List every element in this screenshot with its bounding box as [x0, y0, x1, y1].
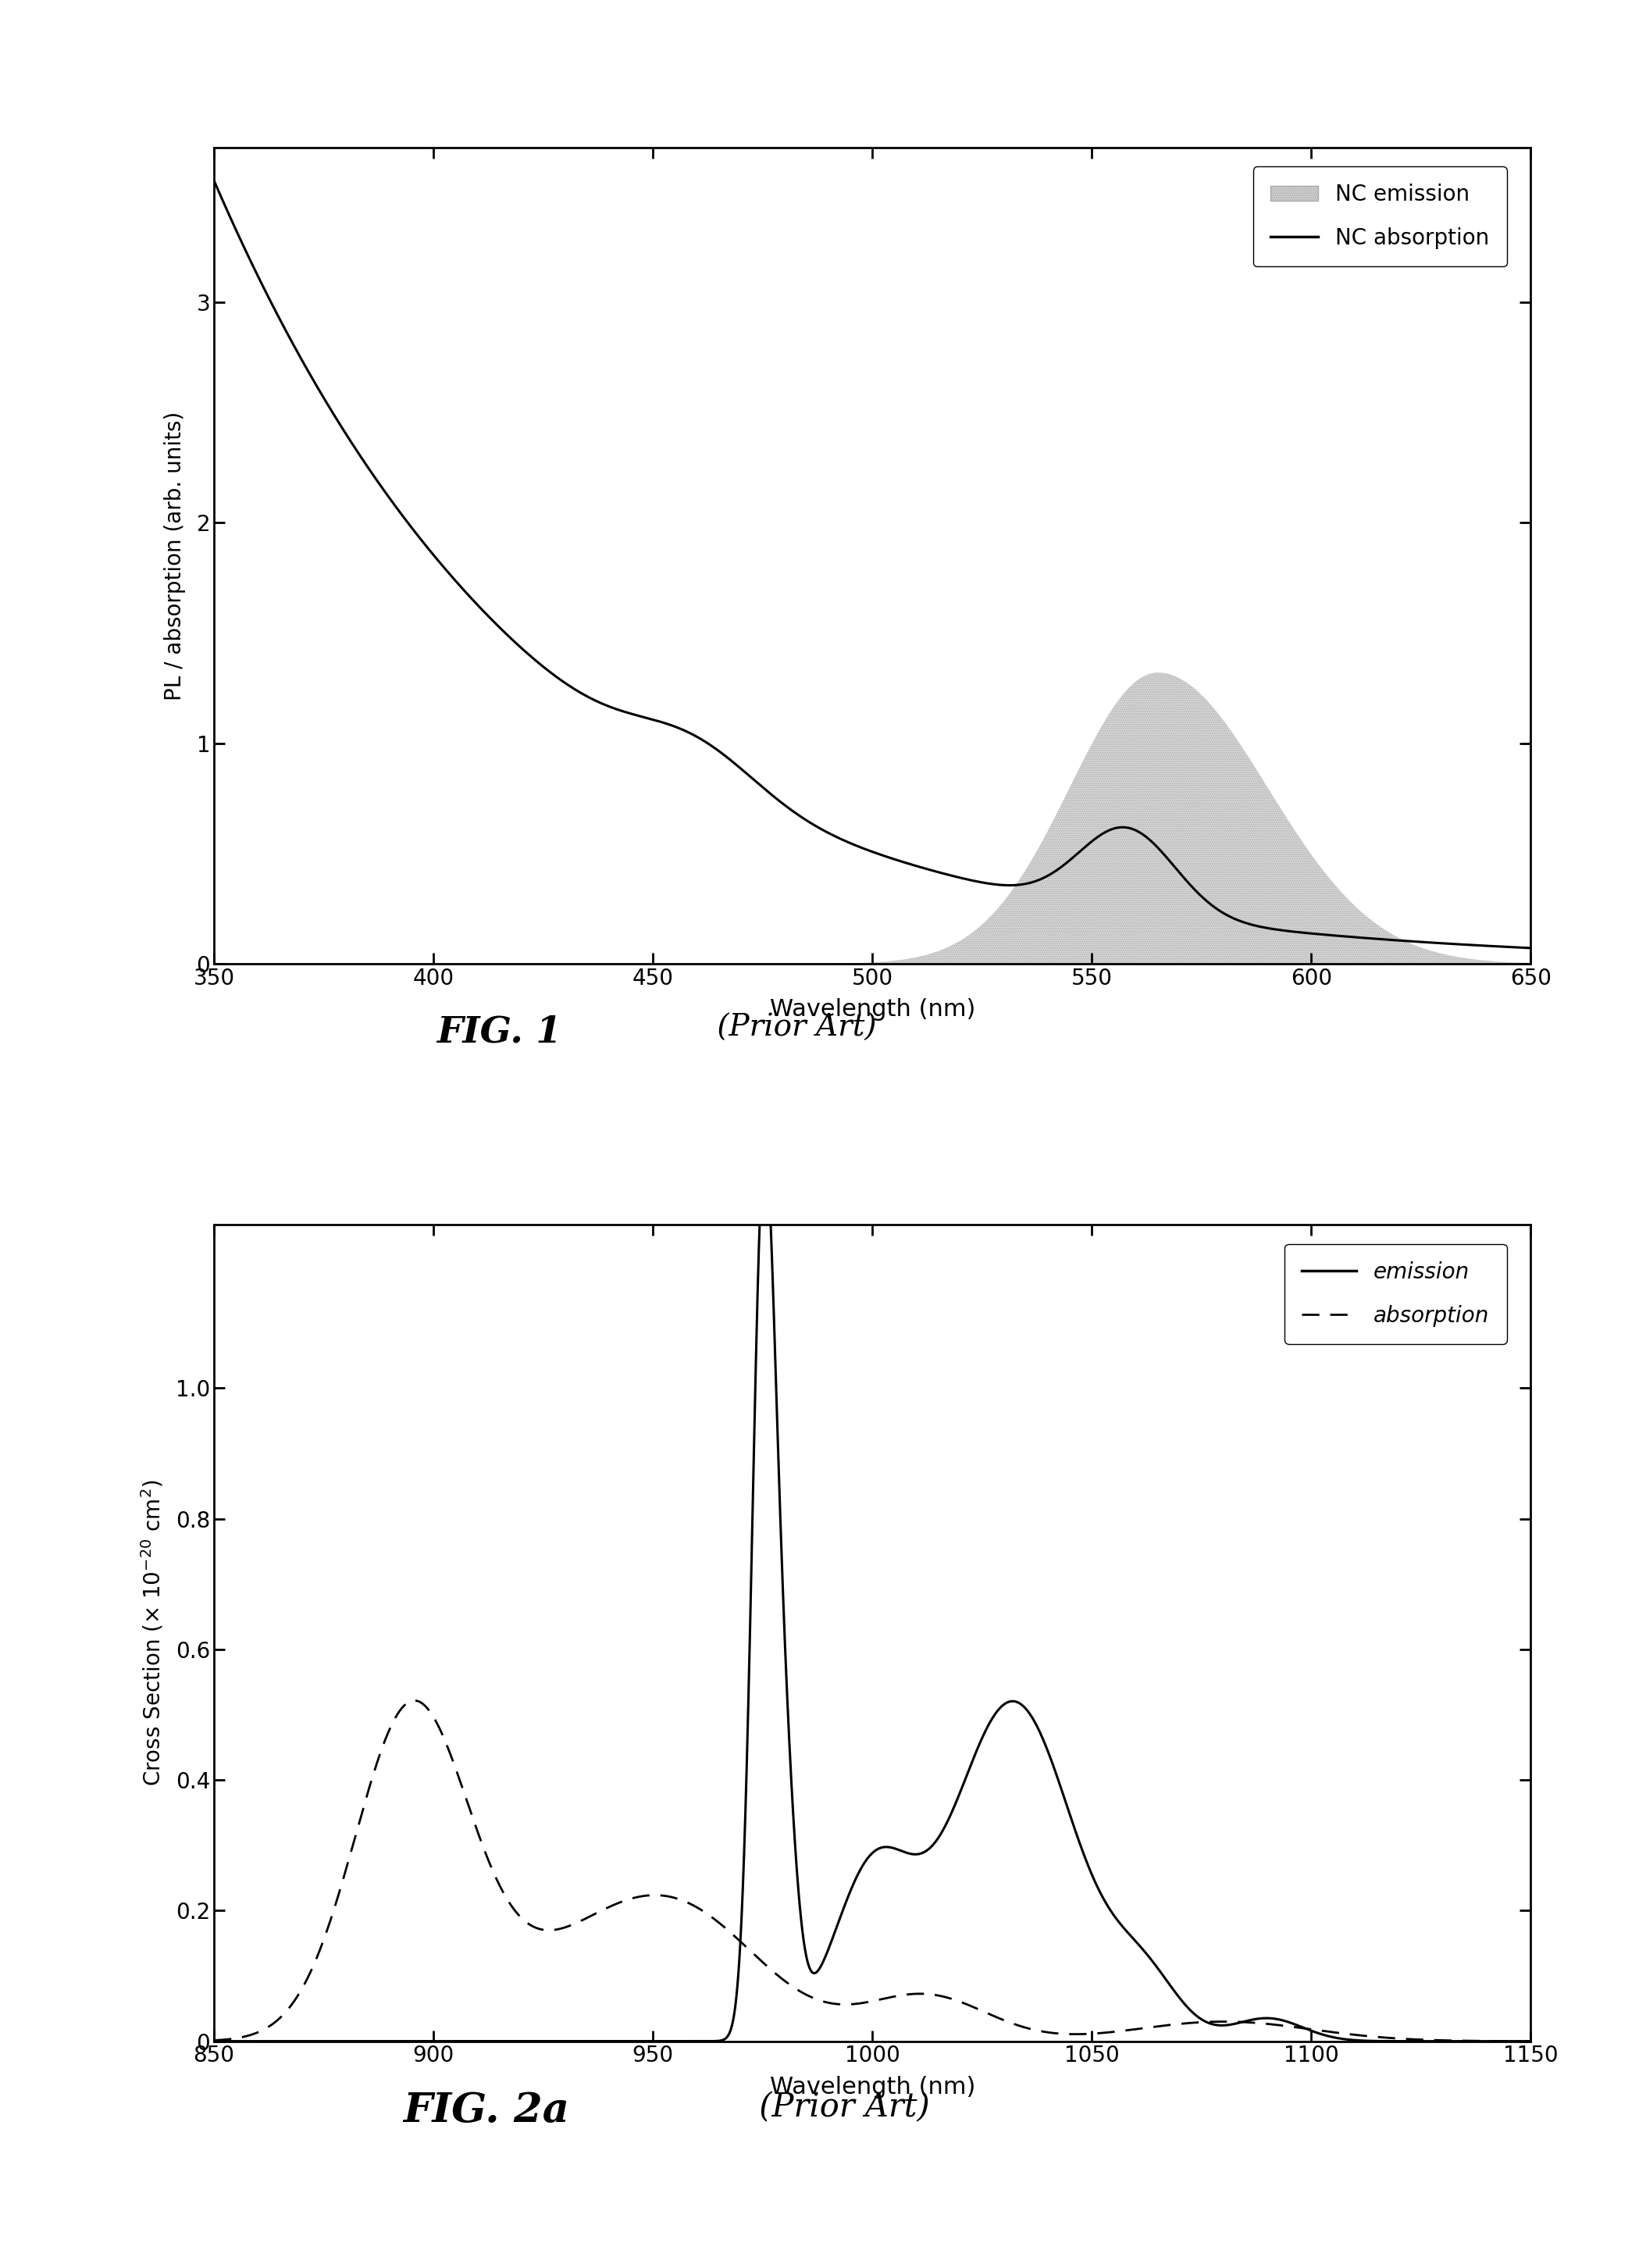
Legend: emission, absorption: emission, absorption	[1284, 1243, 1506, 1345]
Text: FIG. 2a: FIG. 2a	[403, 2091, 570, 2132]
Text: (Prior Art): (Prior Art)	[708, 1014, 877, 1043]
Y-axis label: PL / absorption (arb. units): PL / absorption (arb. units)	[163, 411, 186, 701]
Legend: NC emission, NC absorption: NC emission, NC absorption	[1253, 166, 1506, 268]
Text: (Prior Art): (Prior Art)	[749, 2091, 930, 2123]
X-axis label: Wavelength (nm): Wavelength (nm)	[770, 998, 974, 1021]
Y-axis label: Cross Section ($\times$ 10$^{-20}$ cm$^2$): Cross Section ($\times$ 10$^{-20}$ cm$^2…	[140, 1479, 165, 1787]
Text: FIG. 1: FIG. 1	[436, 1014, 561, 1050]
X-axis label: Wavelength (nm): Wavelength (nm)	[770, 2075, 974, 2098]
